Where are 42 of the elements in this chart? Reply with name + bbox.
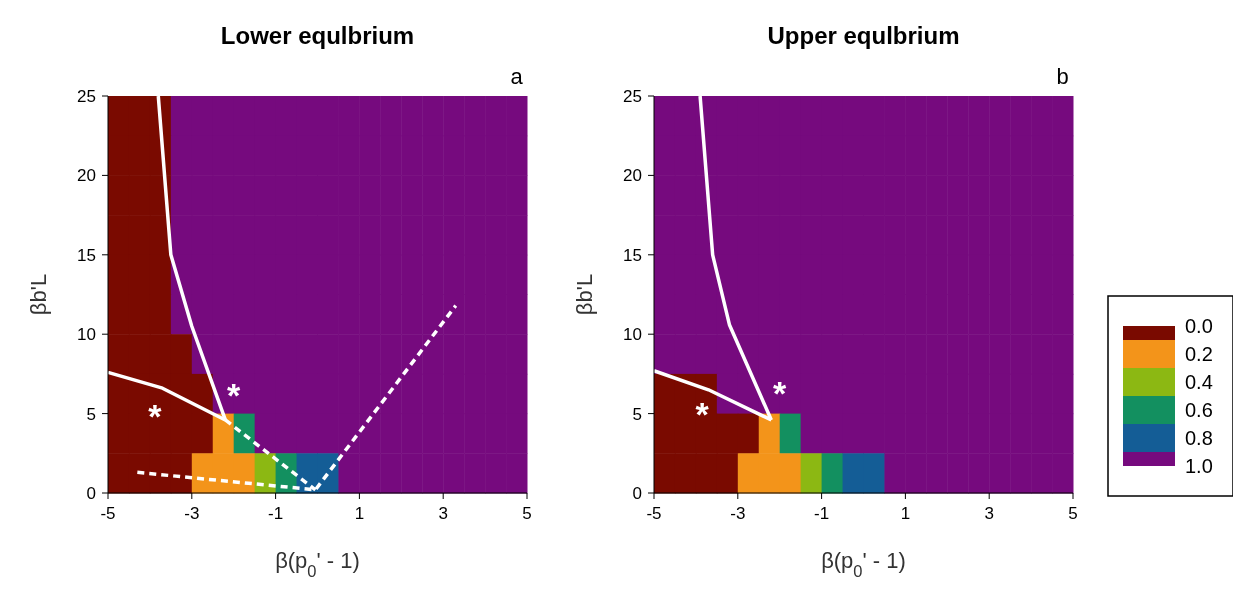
y-axis-title: βb'L	[26, 273, 51, 316]
x-tick-label: -1	[268, 504, 284, 523]
x-tick-label: 1	[354, 504, 365, 523]
x-axis-title: β(p$_{0}$' - 1)	[275, 548, 360, 580]
text: b	[1056, 64, 1069, 90]
x-tick-label: 5	[1068, 504, 1078, 523]
color-bar-label: 0.0	[1185, 315, 1213, 337]
chart-title: Upper equlbrium	[767, 22, 960, 49]
x-tick-label: 5	[522, 504, 532, 523]
annotation: *	[148, 396, 163, 435]
y-tick-label: 10	[77, 325, 96, 345]
y-tick-label: 5	[632, 404, 642, 424]
x-tick-label: 3	[438, 504, 448, 523]
x-tick-label: -5	[646, 504, 662, 523]
x-tick-label: 3	[984, 504, 994, 523]
y-tick-label: 5	[86, 404, 96, 424]
y-tick-label: 0	[86, 483, 96, 503]
y-axis-title: βb'L	[572, 273, 597, 316]
color-bar-label: 0.2	[1185, 343, 1213, 365]
color-bar-label: 1.0	[1185, 455, 1213, 477]
x-tick-label: -3	[184, 504, 200, 523]
x-axis-title: β(p$_{0}$' - 1)	[821, 548, 906, 580]
x-tick-label: -3	[730, 504, 746, 523]
y-tick-label: 0	[632, 483, 642, 503]
annotation: *	[695, 395, 710, 434]
y-tick-label: 10	[623, 325, 642, 345]
y-tick-label: 20	[623, 166, 642, 186]
y-tick-label: 15	[623, 245, 642, 265]
y-tick-label: 25	[77, 86, 96, 106]
color-bar-label: 0.4	[1185, 371, 1213, 393]
y-tick-label: 25	[623, 86, 642, 106]
x-tick-label: -1	[814, 504, 830, 523]
x-tick-label: -5	[100, 504, 116, 523]
color-bar-label: 0.6	[1185, 399, 1213, 421]
annotation: *	[227, 375, 242, 414]
color-bar-label: 0.8	[1185, 427, 1213, 449]
y-tick-label: 15	[77, 245, 96, 265]
text: a	[510, 64, 524, 90]
chart-title: Lower equlbrium	[220, 22, 415, 49]
annotation: *	[773, 374, 788, 413]
y-tick-label: 20	[77, 166, 96, 186]
x-tick-label: 1	[900, 504, 911, 523]
